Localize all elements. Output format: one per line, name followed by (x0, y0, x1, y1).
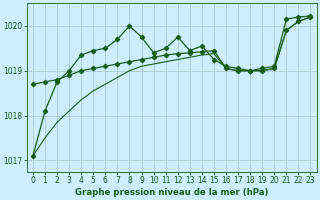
X-axis label: Graphe pression niveau de la mer (hPa): Graphe pression niveau de la mer (hPa) (75, 188, 268, 197)
